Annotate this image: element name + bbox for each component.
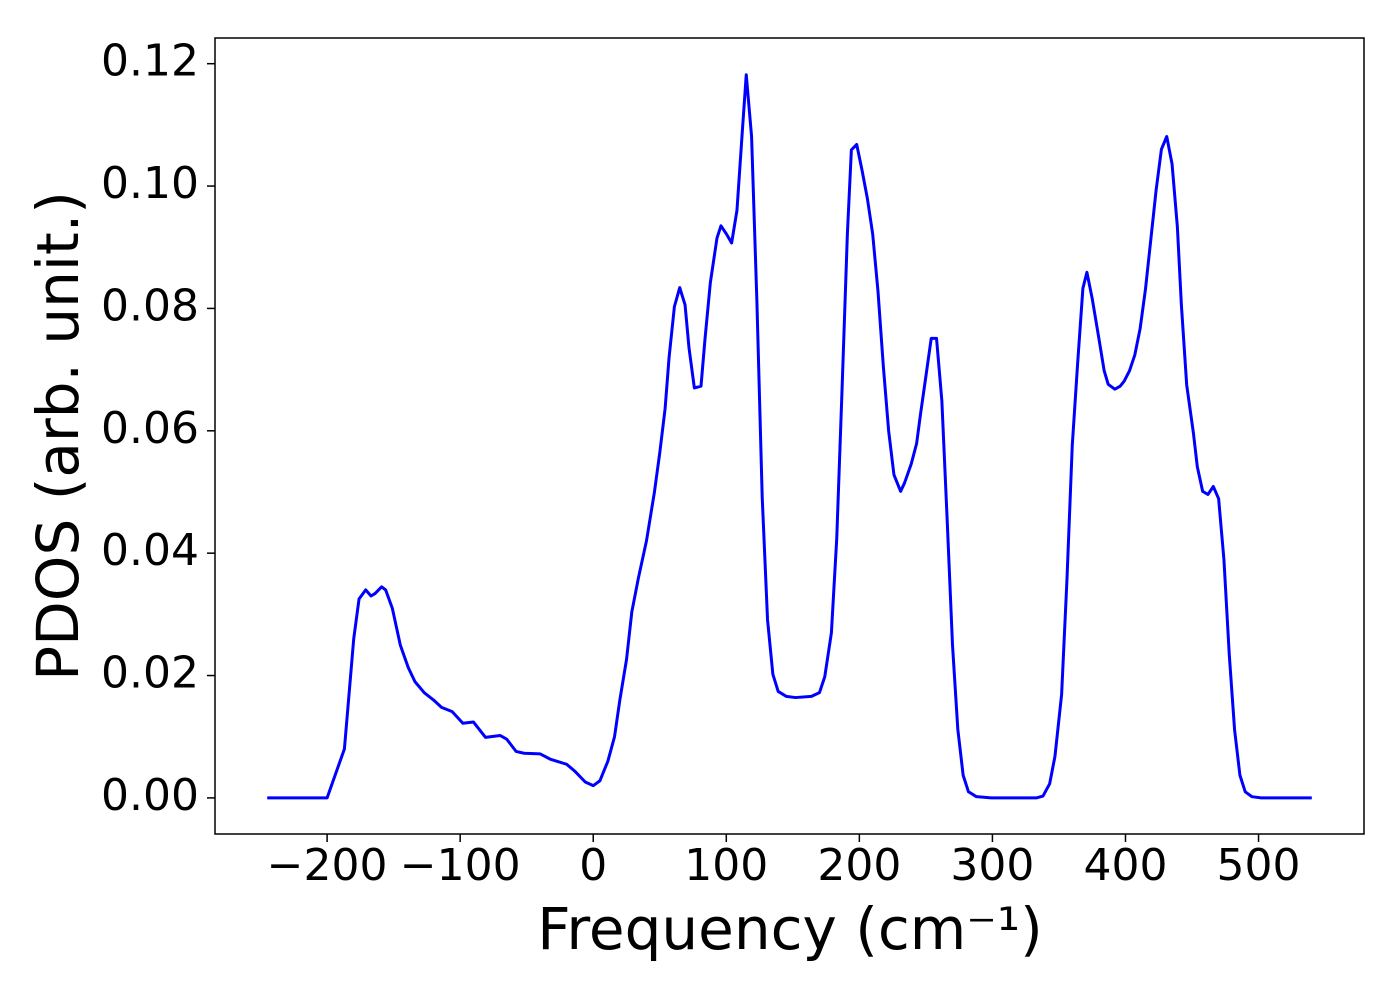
line-series bbox=[267, 73, 1312, 800]
y-tick-label: 0.06 bbox=[101, 403, 199, 454]
y-tick-label: 0.12 bbox=[101, 36, 199, 87]
y-tick-label: 0.08 bbox=[101, 280, 199, 331]
y-tick-label: 0.10 bbox=[101, 158, 199, 209]
x-tick-label: −200 bbox=[267, 840, 388, 891]
y-tick-label: 0.04 bbox=[101, 525, 199, 576]
x-tick-label: 200 bbox=[817, 840, 901, 891]
y-tick-label: 0.02 bbox=[101, 648, 199, 699]
y-axis-label: PDOS (arb. unit.) bbox=[24, 191, 92, 681]
y-tick-label: 0.00 bbox=[101, 770, 199, 821]
plot-frame bbox=[214, 37, 1365, 835]
x-tick-label: 0 bbox=[579, 840, 607, 891]
x-tick-label: 400 bbox=[1083, 840, 1167, 891]
x-axis-label: Frequency (cm⁻¹) bbox=[537, 895, 1043, 963]
x-tick-label: 300 bbox=[950, 840, 1034, 891]
x-tick-label: 100 bbox=[684, 840, 768, 891]
x-tick-label: 500 bbox=[1217, 840, 1301, 891]
x-tick-label: −100 bbox=[400, 840, 521, 891]
